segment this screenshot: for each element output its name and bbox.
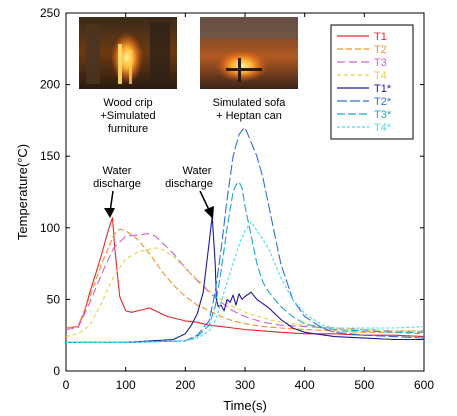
caption-2-line-1: Simulated sofa xyxy=(213,97,287,109)
caption-1-line-2: +Simulated xyxy=(100,110,155,122)
series-line-t4-star xyxy=(66,221,424,343)
legend-label: T4* xyxy=(374,122,392,134)
y-tick-label: 150 xyxy=(40,149,60,163)
annotation-2-line-1: Water xyxy=(183,165,212,177)
y-tick-label: 200 xyxy=(40,78,60,92)
legend-box xyxy=(330,24,414,140)
annotation-2-line-2: discharge xyxy=(165,178,213,190)
y-tick-label: 0 xyxy=(53,364,60,378)
x-tick-label: 0 xyxy=(63,378,70,392)
legend-label: T4 xyxy=(374,70,387,82)
legend-label: T3* xyxy=(374,109,392,121)
caption-1-line-3: furniture xyxy=(108,123,148,135)
x-tick-label: 400 xyxy=(295,378,315,392)
legend-label: T1 xyxy=(374,31,387,43)
x-tick-label: 200 xyxy=(175,378,195,392)
series-line-t3-star xyxy=(66,181,424,343)
series-lines xyxy=(66,127,424,343)
caption-1-line-1: Wood crip xyxy=(103,97,152,109)
x-axis-label: Time(s) xyxy=(223,398,267,413)
y-tick-label: 250 xyxy=(40,6,60,20)
annotation-water-discharge-2: Water discharge xyxy=(165,165,214,219)
x-tick-label: 100 xyxy=(116,378,136,392)
legend-label: T3 xyxy=(374,57,387,69)
x-tick-label: 500 xyxy=(354,378,374,392)
x-axis-ticks: 0 100 200 300 400 500 600 xyxy=(63,13,434,392)
series-line-t3 xyxy=(66,232,424,332)
series-line-t2 xyxy=(66,228,424,335)
annotation-1-arrowhead xyxy=(104,208,115,218)
caption-2-line-2: + Heptan can xyxy=(216,110,282,122)
y-tick-label: 50 xyxy=(47,292,61,306)
x-tick-label: 600 xyxy=(414,378,434,392)
annotation-water-discharge-1: Water discharge xyxy=(93,165,141,218)
series-line-t2-star xyxy=(66,127,424,343)
photo-wood-crib-fire xyxy=(79,17,177,89)
annotation-1-line-1: Water xyxy=(103,165,132,177)
y-axis-label: Temperature(°C) xyxy=(15,144,30,240)
x-tick-label: 300 xyxy=(235,378,255,392)
series-line-t1 xyxy=(66,217,424,338)
photo-sofa-fire xyxy=(200,17,298,89)
y-tick-label: 100 xyxy=(40,221,60,235)
y-axis-ticks: 0 50 100 150 200 250 xyxy=(40,6,424,378)
legend-label: T1* xyxy=(374,83,392,95)
legend-label: T2* xyxy=(374,96,392,108)
series-line-t1-star xyxy=(66,215,424,343)
annotation-1-line-2: discharge xyxy=(93,178,141,190)
annotation-2-arrowhead xyxy=(204,206,214,219)
legend-label: T2 xyxy=(374,44,387,56)
